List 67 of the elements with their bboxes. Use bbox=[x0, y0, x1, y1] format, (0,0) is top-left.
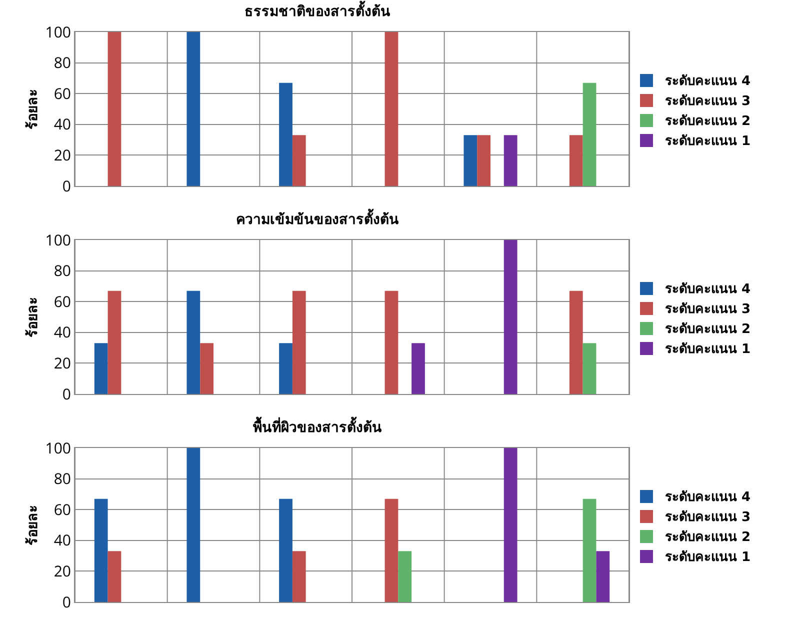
legend-label: ระดับคะแนน 3 bbox=[665, 300, 751, 318]
y-tick-label: 0 bbox=[62, 176, 71, 196]
y-tick-label: 100 bbox=[45, 438, 71, 458]
bar bbox=[398, 551, 412, 602]
bar bbox=[94, 498, 108, 602]
bar bbox=[186, 448, 200, 602]
legend-label: ระดับคะแนน 1 bbox=[665, 340, 751, 358]
legend-label: ระดับคะแนน 3 bbox=[665, 508, 751, 526]
y-tick-label: 80 bbox=[54, 469, 71, 490]
bar bbox=[504, 240, 518, 394]
y-tick-label: 20 bbox=[54, 145, 71, 166]
bar bbox=[582, 498, 596, 602]
bar bbox=[582, 343, 596, 394]
bar bbox=[504, 448, 518, 602]
y-tick-label: 100 bbox=[45, 22, 71, 42]
legend-label: ระดับคะแนน 4 bbox=[665, 72, 751, 90]
legend-label: ระดับคะแนน 4 bbox=[665, 488, 751, 506]
legend-label: ระดับคะแนน 1 bbox=[665, 548, 751, 566]
bar bbox=[384, 32, 398, 186]
bar bbox=[292, 551, 306, 602]
chart-title: พื้นที่ผิวของสารตั้งต้น bbox=[253, 416, 382, 436]
y-axis-title: ร้อยละ bbox=[23, 504, 42, 546]
legend-label: ระดับคะแนน 3 bbox=[665, 92, 751, 110]
y-tick-label: 20 bbox=[54, 353, 71, 374]
bar bbox=[384, 290, 398, 394]
bar bbox=[412, 343, 425, 394]
bar bbox=[108, 290, 122, 394]
bar bbox=[108, 551, 122, 602]
bar bbox=[596, 551, 610, 602]
bar bbox=[582, 82, 596, 186]
y-tick-label: 40 bbox=[54, 322, 71, 343]
y-tick-label: 60 bbox=[54, 500, 71, 520]
bar bbox=[292, 135, 306, 186]
chart-title: ธรรมชาติของสารตั้งต้น bbox=[244, 0, 391, 20]
y-axis-title: ร้อยละ bbox=[23, 88, 42, 130]
y-axis-title: ร้อยละ bbox=[23, 296, 42, 338]
legend-label: ระดับคะแนน 2 bbox=[665, 528, 751, 546]
legend-label: ระดับคะแนน 4 bbox=[665, 280, 751, 298]
bar bbox=[384, 498, 398, 602]
bar bbox=[279, 82, 292, 186]
y-tick-label: 60 bbox=[54, 84, 71, 104]
bar bbox=[108, 32, 122, 186]
y-tick-label: 40 bbox=[54, 530, 71, 551]
bar bbox=[186, 290, 200, 394]
legend-label: ระดับคะแนน 1 bbox=[665, 132, 751, 150]
legend-label: ระดับคะแนน 2 bbox=[665, 112, 751, 130]
bar bbox=[569, 290, 583, 394]
bar bbox=[200, 343, 214, 394]
y-tick-label: 100 bbox=[45, 230, 71, 250]
y-tick-label: 40 bbox=[54, 114, 71, 135]
y-tick-label: 0 bbox=[62, 592, 71, 612]
y-tick-label: 20 bbox=[54, 561, 71, 582]
legend-label: ระดับคะแนน 2 bbox=[665, 320, 751, 338]
chart-title: ความเข้มข้นของสารตั้งต้น bbox=[236, 208, 400, 228]
bar bbox=[279, 498, 292, 602]
bar bbox=[569, 135, 583, 186]
bar bbox=[292, 290, 306, 394]
bar bbox=[186, 32, 200, 186]
bar bbox=[504, 135, 518, 186]
bar bbox=[464, 135, 478, 186]
bar bbox=[477, 135, 490, 186]
bar bbox=[279, 343, 292, 394]
y-tick-label: 0 bbox=[62, 384, 71, 404]
y-tick-label: 80 bbox=[54, 261, 71, 282]
y-tick-label: 80 bbox=[54, 53, 71, 74]
bar bbox=[94, 343, 108, 394]
y-tick-label: 60 bbox=[54, 292, 71, 312]
